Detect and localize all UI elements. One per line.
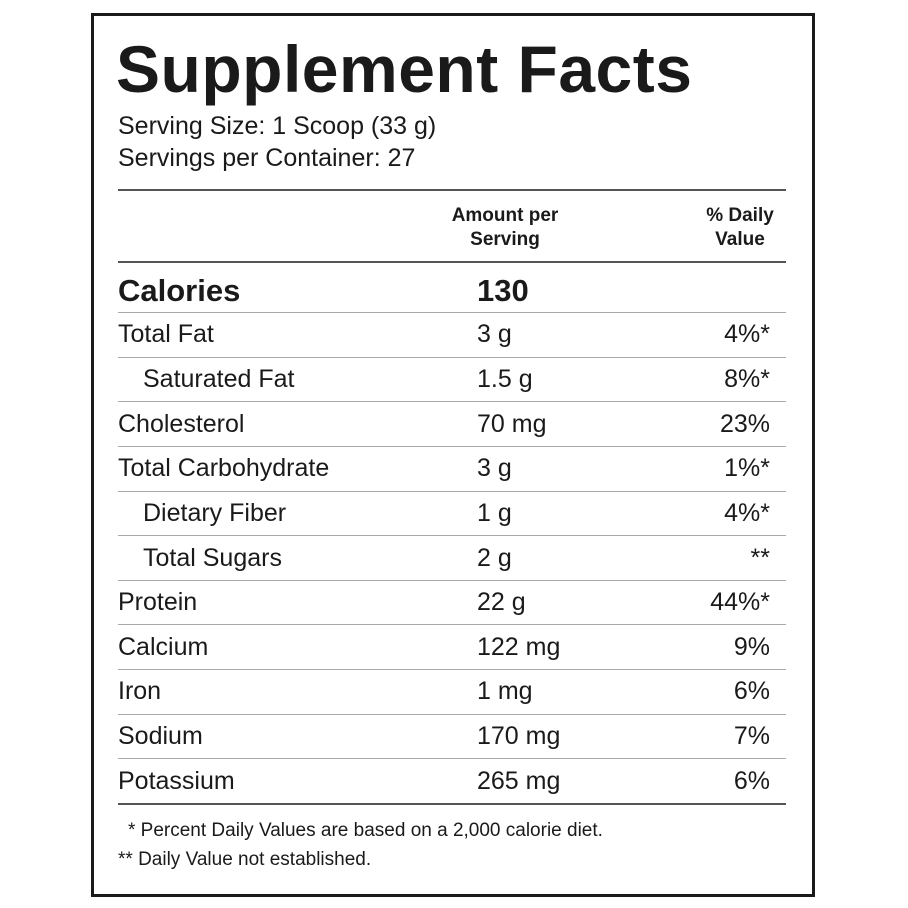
nutrient-amount: 3 g (477, 454, 512, 483)
nutrient-name: Cholesterol (118, 409, 245, 438)
daily-value: 6% (733, 766, 770, 795)
divider (118, 312, 786, 313)
footnote: ** Daily Value not established. (118, 849, 372, 870)
daily-value: 44%* (710, 588, 770, 617)
servings-per-container: Servings per Container: 27 (118, 144, 416, 172)
nutrient-name: Total Carbohydrate (118, 454, 330, 483)
label-border (91, 13, 815, 897)
nutrient-name: Potassium (118, 766, 235, 795)
daily-value: 9% (733, 632, 770, 661)
nutrient-amount: 22 g (477, 588, 526, 617)
nutrient-name: Calcium (118, 632, 209, 661)
daily-value: 7% (733, 722, 770, 751)
nutrient-amount: 170 mg (477, 722, 561, 751)
nutrient-name: Sodium (118, 722, 203, 751)
nutrient-amount: 265 mg (477, 766, 561, 795)
daily-value: 4%* (724, 498, 770, 527)
nutrient-amount: 122 mg (477, 632, 561, 661)
nutrient-amount: 3 g (477, 320, 512, 349)
nutrient-amount: 70 mg (477, 409, 547, 438)
nutrient-name: Total Fat (118, 320, 214, 349)
nutrient-name: Dietary Fiber (143, 498, 287, 527)
nutrient-name: Saturated Fat (143, 364, 295, 393)
footnote: * Percent Daily Values are based on a 2,… (128, 820, 603, 841)
serving-size: Serving Size: 1 Scoop (33 g) (118, 112, 437, 140)
calories-value: 130 (477, 273, 529, 308)
divider (118, 535, 786, 537)
nutrient-amount: 1 mg (477, 677, 533, 706)
divider (118, 401, 786, 403)
divider (118, 624, 786, 626)
daily-value: ** (750, 543, 770, 572)
divider (118, 803, 786, 805)
nutrient-amount: 1.5 g (477, 364, 533, 393)
title: Supplement Facts (116, 32, 693, 106)
divider (118, 669, 786, 671)
daily-value: 6% (733, 677, 770, 706)
divider (118, 758, 786, 760)
calories-label: Calories (118, 273, 241, 308)
divider (118, 579, 786, 581)
divider (118, 261, 786, 263)
divider (118, 189, 786, 191)
column-header: % Daily Value (706, 205, 774, 250)
divider (118, 356, 786, 358)
divider (118, 445, 786, 447)
divider (118, 490, 786, 492)
daily-value: 4%* (724, 320, 770, 349)
divider (118, 713, 786, 715)
daily-value: 1%* (724, 454, 770, 483)
nutrient-amount: 2 g (477, 543, 512, 572)
nutrient-name: Total Sugars (143, 543, 282, 572)
daily-value: 23% (719, 409, 770, 438)
nutrient-name: Protein (118, 588, 198, 617)
nutrient-name: Iron (118, 677, 162, 706)
nutrient-amount: 1 g (477, 498, 512, 527)
column-header: Amount per Serving (451, 205, 559, 250)
daily-value: 8%* (724, 364, 770, 393)
